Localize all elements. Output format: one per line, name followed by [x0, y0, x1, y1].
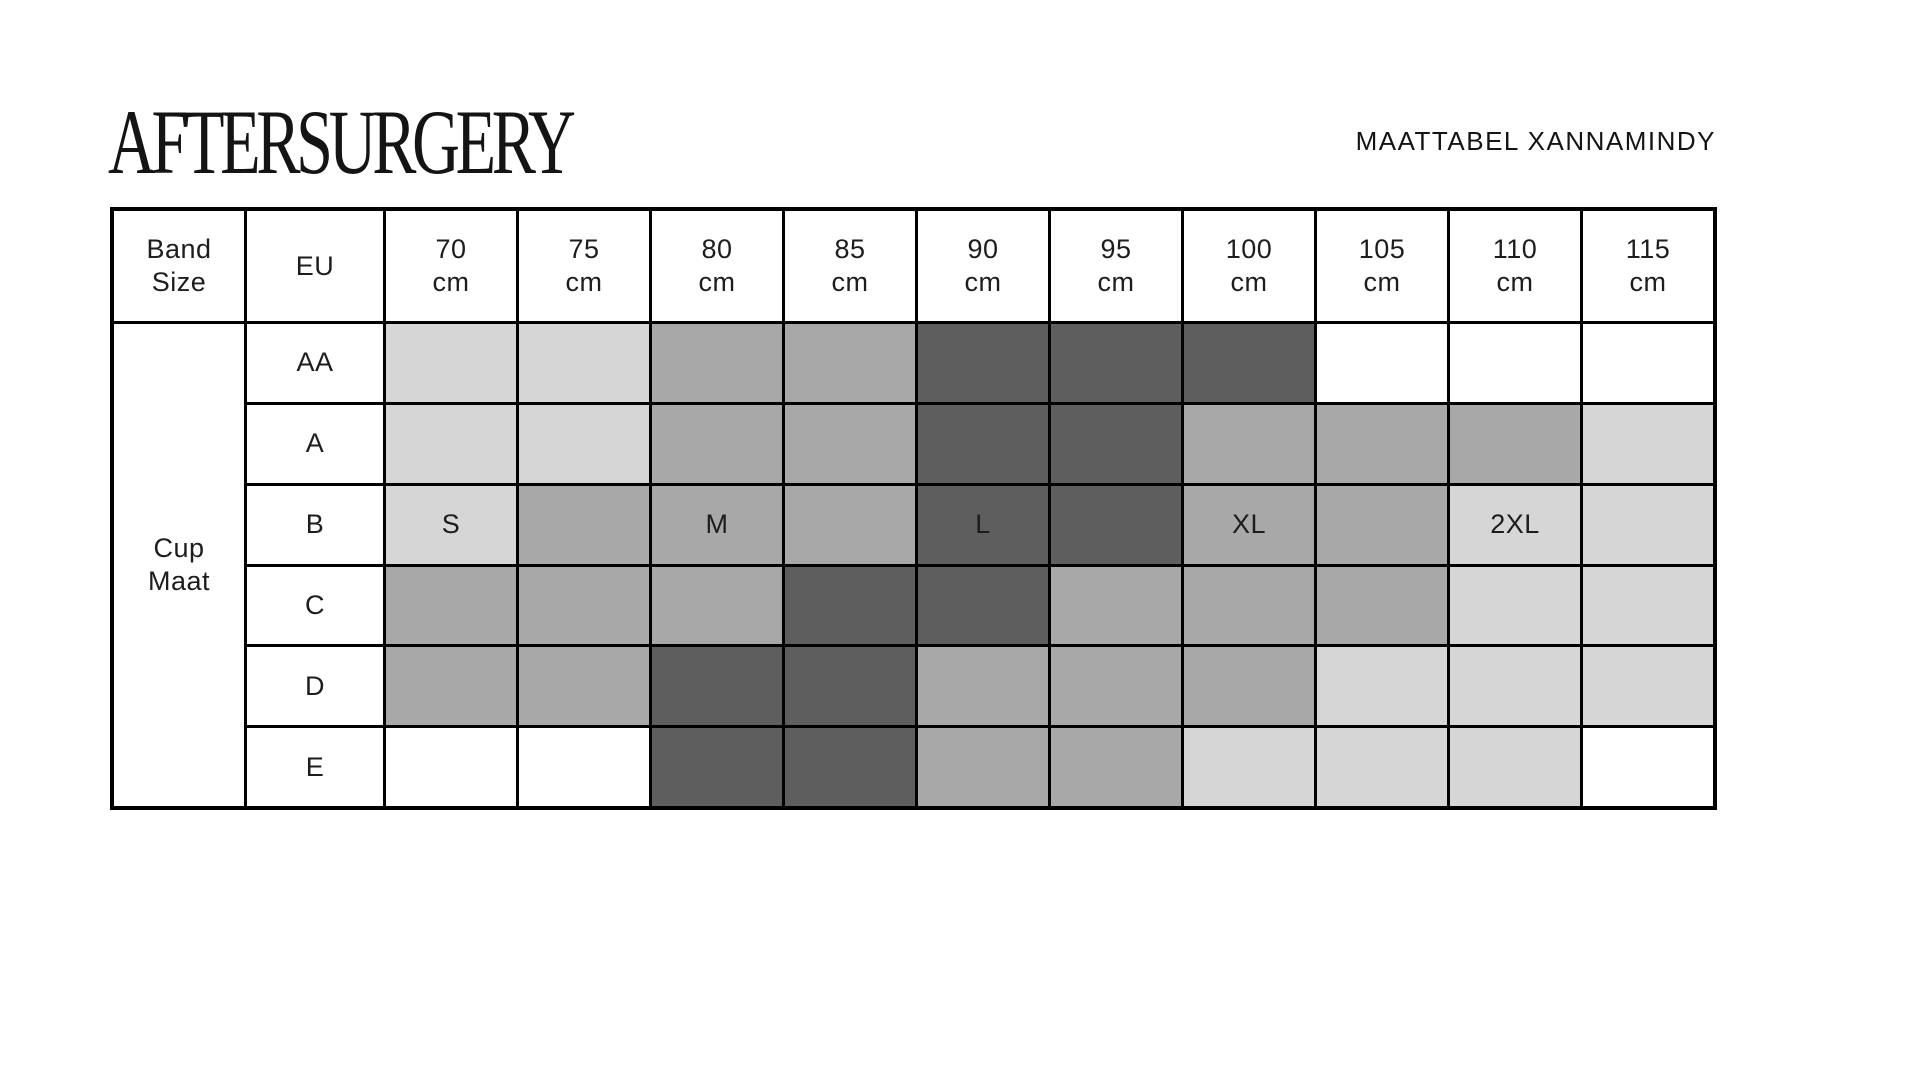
cell-B-90-cm: L: [918, 485, 1048, 564]
eu-header-cell: EU: [247, 211, 383, 321]
col-header-110-cm: 110 cm: [1450, 211, 1580, 321]
col-header-70-cm: 70 cm: [386, 211, 516, 321]
cell-D-80-cm: [652, 647, 782, 726]
cell-A-80-cm: [652, 404, 782, 483]
cell-B-115-cm: [1583, 485, 1713, 564]
cell-AA-115-cm: [1583, 324, 1713, 402]
cup-maat-label-cell: Cup Maat: [114, 324, 244, 806]
cell-AA-105-cm: [1317, 324, 1447, 402]
cell-E-70-cm: [386, 728, 516, 806]
cell-B-80-cm: M: [652, 485, 782, 564]
cell-C-90-cm: [918, 566, 1048, 645]
row-label-E: E: [247, 728, 383, 806]
cell-E-75-cm: [519, 728, 649, 806]
cell-C-70-cm: [386, 566, 516, 645]
col-header-85-cm: 85 cm: [785, 211, 915, 321]
cell-AA-100-cm: [1184, 324, 1314, 402]
cell-D-85-cm: [785, 647, 915, 726]
cell-B-85-cm: [785, 485, 915, 564]
cell-C-110-cm: [1450, 566, 1580, 645]
cell-A-115-cm: [1583, 404, 1713, 483]
brand-logo: AFTERSURGERY: [108, 91, 576, 193]
cell-A-100-cm: [1184, 404, 1314, 483]
cell-D-100-cm: [1184, 647, 1314, 726]
cell-B-75-cm: [519, 485, 649, 564]
cell-E-80-cm: [652, 728, 782, 806]
cell-C-100-cm: [1184, 566, 1314, 645]
cell-A-85-cm: [785, 404, 915, 483]
cell-AA-110-cm: [1450, 324, 1580, 402]
cell-AA-80-cm: [652, 324, 782, 402]
cell-AA-90-cm: [918, 324, 1048, 402]
size-table: Band Size EU Cup Maat 70 cm 75 cm 80 cm 85 …: [110, 207, 1717, 810]
cell-E-110-cm: [1450, 728, 1580, 806]
row-label-B: B: [247, 485, 383, 564]
cell-AA-95-cm: [1051, 324, 1181, 402]
cell-B-70-cm: S: [386, 485, 516, 564]
cell-D-115-cm: [1583, 647, 1713, 726]
cell-C-75-cm: [519, 566, 649, 645]
cell-A-90-cm: [918, 404, 1048, 483]
cell-D-70-cm: [386, 647, 516, 726]
col-header-115-cm: 115 cm: [1583, 211, 1713, 321]
cell-E-90-cm: [918, 728, 1048, 806]
cell-D-105-cm: [1317, 647, 1447, 726]
cell-E-105-cm: [1317, 728, 1447, 806]
row-label-D: D: [247, 647, 383, 726]
col-header-105-cm: 105 cm: [1317, 211, 1447, 321]
col-header-80-cm: 80 cm: [652, 211, 782, 321]
cell-C-80-cm: [652, 566, 782, 645]
cell-A-110-cm: [1450, 404, 1580, 483]
cell-A-75-cm: [519, 404, 649, 483]
cell-B-110-cm: 2XL: [1450, 485, 1580, 564]
col-header-75-cm: 75 cm: [519, 211, 649, 321]
cell-B-105-cm: [1317, 485, 1447, 564]
cell-A-105-cm: [1317, 404, 1447, 483]
cell-D-95-cm: [1051, 647, 1181, 726]
size-chart-title: MAATTABEL XANNAMINDY: [1355, 126, 1716, 156]
cell-C-115-cm: [1583, 566, 1713, 645]
row-label-AA: AA: [247, 324, 383, 402]
cell-E-115-cm: [1583, 728, 1713, 806]
cell-AA-75-cm: [519, 324, 649, 402]
col-header-90-cm: 90 cm: [918, 211, 1048, 321]
cell-D-90-cm: [918, 647, 1048, 726]
cell-D-110-cm: [1450, 647, 1580, 726]
cell-E-85-cm: [785, 728, 915, 806]
cell-E-100-cm: [1184, 728, 1314, 806]
cell-A-95-cm: [1051, 404, 1181, 483]
row-label-A: A: [247, 404, 383, 483]
col-header-95-cm: 95 cm: [1051, 211, 1181, 321]
cell-AA-85-cm: [785, 324, 915, 402]
cell-C-105-cm: [1317, 566, 1447, 645]
band-size-header-cell: Band Size: [114, 211, 244, 321]
cell-B-95-cm: [1051, 485, 1181, 564]
cell-E-95-cm: [1051, 728, 1181, 806]
cell-C-85-cm: [785, 566, 915, 645]
cell-C-95-cm: [1051, 566, 1181, 645]
cell-B-100-cm: XL: [1184, 485, 1314, 564]
cell-A-70-cm: [386, 404, 516, 483]
row-label-C: C: [247, 566, 383, 645]
col-header-100-cm: 100 cm: [1184, 211, 1314, 321]
cell-D-75-cm: [519, 647, 649, 726]
cell-AA-70-cm: [386, 324, 516, 402]
